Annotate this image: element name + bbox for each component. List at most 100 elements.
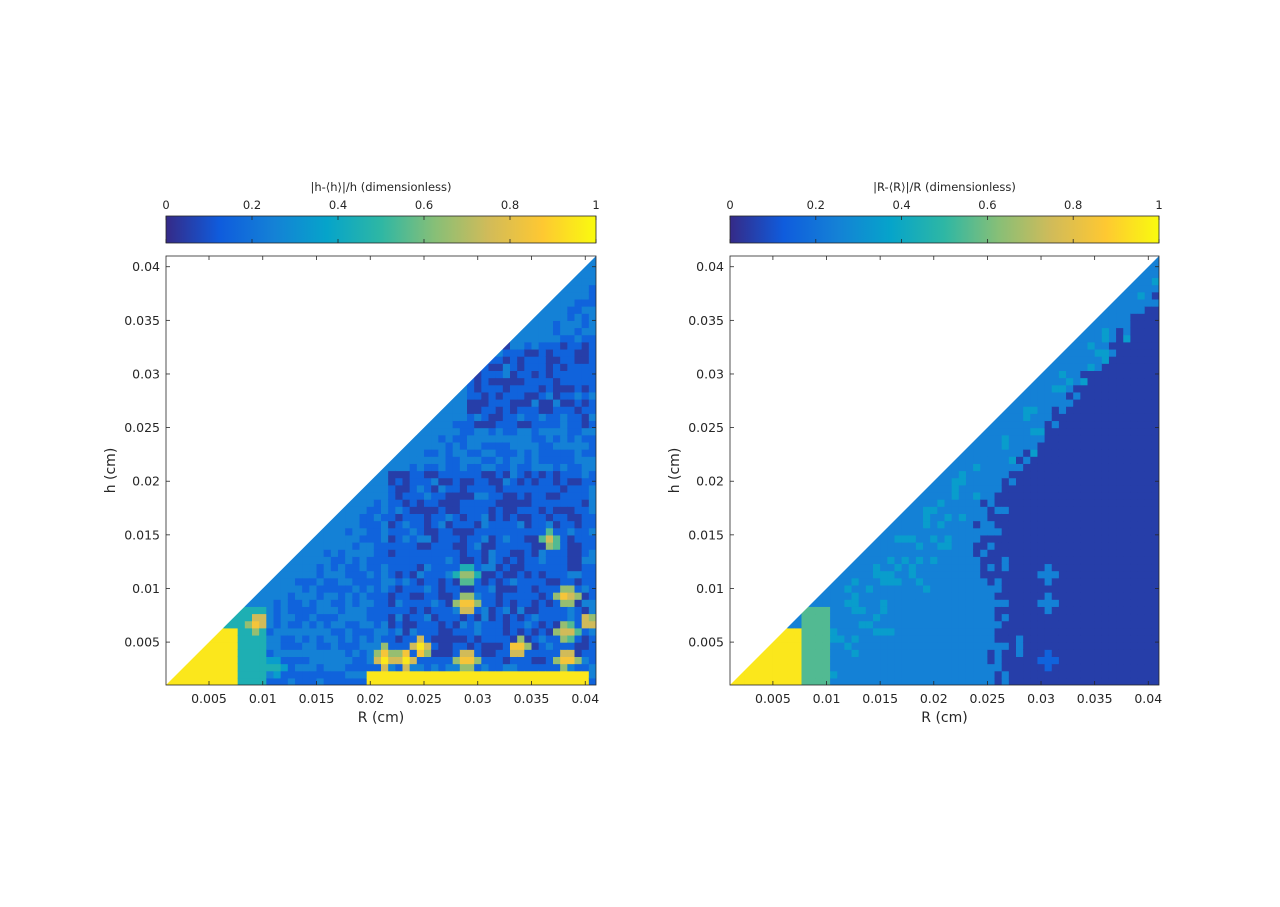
contour-cell	[1058, 406, 1067, 414]
contour-cell	[937, 563, 946, 572]
contour-cell	[923, 491, 931, 500]
contour-cell	[560, 441, 568, 450]
contour-cell	[467, 606, 475, 615]
axes-frame	[165, 255, 597, 686]
contour-cell	[1130, 441, 1139, 450]
contour-cell	[359, 620, 368, 629]
contour-cell	[445, 627, 454, 636]
contour-cell	[545, 449, 554, 457]
contour-cell	[1051, 613, 1060, 622]
contour-cell	[581, 477, 590, 486]
contour-cell	[481, 449, 490, 457]
contour-cell	[815, 613, 824, 622]
contour-cell	[965, 656, 974, 665]
contour-cell	[295, 642, 303, 650]
contour-cell	[944, 584, 953, 593]
contour-cell	[1087, 542, 1096, 550]
contour-cell	[252, 649, 260, 657]
contour-cell	[1108, 542, 1117, 550]
contour-cell	[1037, 620, 1046, 629]
contour-cell	[316, 613, 325, 622]
contour-cell	[994, 413, 1003, 422]
contour-cell	[873, 649, 881, 657]
contour-cell	[858, 563, 867, 572]
contour-cell	[574, 627, 583, 636]
contour-cell	[1037, 427, 1046, 436]
contour-cell	[567, 563, 576, 572]
contour-cell	[815, 656, 824, 665]
contour-cell	[887, 613, 896, 622]
contour-cell	[517, 499, 525, 507]
contour-cell	[481, 491, 490, 500]
contour-cell	[538, 399, 547, 407]
contour-cell	[223, 620, 232, 629]
contour-cell	[445, 592, 454, 600]
contour-cell	[588, 327, 596, 336]
contour-cell	[459, 391, 468, 400]
contour-cell	[1037, 599, 1046, 607]
contour-cell	[787, 656, 795, 665]
contour-cell	[302, 634, 310, 643]
contour-cell	[1151, 449, 1159, 457]
contour-cell	[388, 606, 396, 615]
contour-cell	[467, 563, 475, 572]
contour-cell	[538, 391, 547, 400]
contour-cell	[416, 563, 425, 572]
contour-cell	[887, 563, 896, 572]
contour-cell	[1116, 634, 1124, 643]
contour-cell	[402, 477, 411, 486]
contour-cell	[323, 556, 332, 565]
contour-cell	[1016, 584, 1024, 593]
contour-cell	[1144, 449, 1153, 457]
contour-cell	[424, 663, 432, 672]
contour-cell	[994, 477, 1003, 486]
contour-cell	[1087, 649, 1096, 657]
contour-cell	[560, 449, 568, 457]
contour-cell	[994, 542, 1003, 550]
contour-cell	[923, 670, 931, 679]
contour-cell	[1073, 463, 1081, 472]
contour-cell	[495, 391, 504, 400]
contour-cell	[574, 584, 583, 593]
contour-cell	[409, 434, 418, 443]
contour-cell	[323, 599, 332, 607]
contour-cell	[488, 420, 497, 429]
contour-cell	[1023, 506, 1031, 514]
contour-cell	[488, 506, 497, 514]
contour-cell	[416, 599, 425, 607]
contour-cell	[822, 627, 831, 636]
contour-cell	[1123, 542, 1131, 550]
contour-cell	[553, 642, 561, 650]
contour-cell	[1066, 370, 1074, 379]
contour-cell	[524, 363, 533, 371]
contour-cell	[295, 663, 303, 672]
contour-cell	[560, 527, 568, 536]
contour-cell	[973, 513, 981, 522]
contour-cell	[388, 484, 396, 493]
contour-cell	[531, 327, 540, 336]
contour-cell	[395, 613, 404, 622]
contour-cell	[1137, 420, 1146, 429]
contour-cell	[1037, 642, 1046, 650]
contour-cell	[987, 506, 996, 514]
contour-cell	[1016, 577, 1024, 586]
contour-cell	[1023, 491, 1031, 500]
contour-cell	[510, 499, 518, 507]
contour-cell	[858, 599, 867, 607]
contour-cell	[1030, 663, 1039, 672]
contour-cell	[837, 592, 845, 600]
contour-cell	[180, 663, 189, 672]
contour-cell	[467, 549, 475, 557]
contour-cell	[431, 592, 439, 600]
contour-cell	[252, 634, 260, 643]
contour-cell	[958, 656, 967, 665]
contour-cell	[567, 677, 576, 685]
contour-cell	[438, 556, 447, 565]
contour-cell	[1151, 291, 1159, 300]
contour-cell	[1108, 670, 1117, 679]
contour-cell	[359, 649, 368, 657]
x-tick-label: 0.02	[356, 691, 384, 706]
contour-cell	[187, 656, 196, 665]
contour-cell	[794, 670, 803, 679]
contour-cell	[837, 577, 845, 586]
